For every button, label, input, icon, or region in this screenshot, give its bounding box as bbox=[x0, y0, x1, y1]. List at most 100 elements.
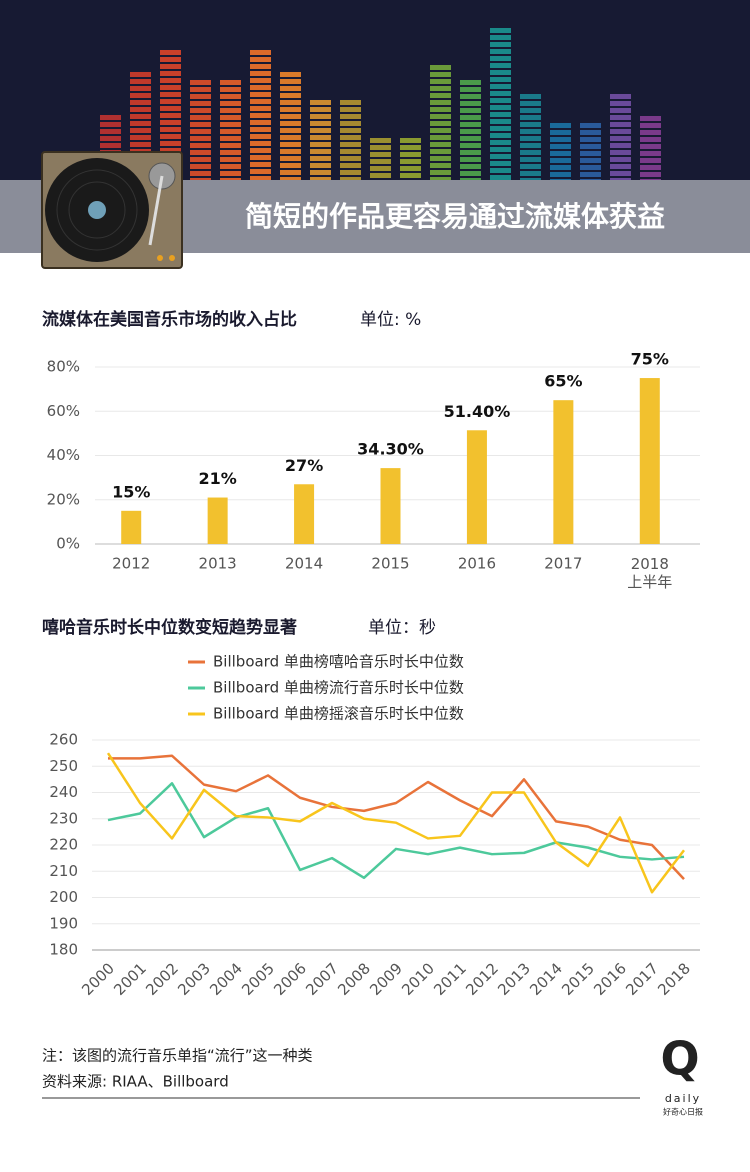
eq-segment bbox=[160, 50, 181, 55]
eq-segment bbox=[460, 164, 481, 169]
eq-segment bbox=[310, 121, 331, 126]
eq-segment bbox=[460, 157, 481, 162]
eq-segment bbox=[250, 57, 271, 62]
eq-segment bbox=[160, 113, 181, 118]
eq-segment bbox=[490, 147, 511, 152]
eq-segment bbox=[280, 135, 301, 140]
eq-segment bbox=[490, 175, 511, 180]
eq-segment bbox=[160, 71, 181, 76]
eq-segment bbox=[220, 94, 241, 99]
eq-segment bbox=[460, 108, 481, 113]
eq-segment bbox=[160, 148, 181, 153]
x-tick-label: 2003 bbox=[174, 959, 214, 999]
y-tick-label: 220 bbox=[49, 836, 78, 854]
eq-segment bbox=[400, 166, 421, 171]
eq-segment bbox=[490, 98, 511, 103]
eq-segment bbox=[460, 171, 481, 176]
data-label: 51.40% bbox=[444, 402, 511, 421]
eq-segment bbox=[580, 137, 601, 142]
eq-segment bbox=[610, 171, 631, 176]
eq-segment bbox=[160, 134, 181, 139]
eq-segment bbox=[190, 115, 211, 120]
eq-segment bbox=[430, 121, 451, 126]
eq-segment bbox=[370, 145, 391, 150]
eq-segment bbox=[430, 86, 451, 91]
eq-segment bbox=[610, 136, 631, 141]
x-tick-label: 2009 bbox=[366, 959, 406, 999]
eq-segment bbox=[190, 129, 211, 134]
eq-segment bbox=[250, 85, 271, 90]
eq-segment bbox=[520, 171, 541, 176]
eq-segment bbox=[190, 87, 211, 92]
x-tick-label: 2010 bbox=[398, 959, 438, 999]
eq-segment bbox=[130, 79, 151, 84]
eq-segment bbox=[340, 135, 361, 140]
bar bbox=[553, 400, 574, 544]
eq-segment bbox=[160, 106, 181, 111]
eq-segment bbox=[490, 112, 511, 117]
eq-segment bbox=[190, 157, 211, 162]
eq-segment bbox=[580, 151, 601, 156]
eq-segment bbox=[460, 87, 481, 92]
x-tick-label: 2004 bbox=[206, 959, 246, 999]
eq-segment bbox=[490, 42, 511, 47]
eq-segment bbox=[640, 172, 661, 177]
y-tick-label: 0% bbox=[56, 535, 80, 553]
data-label: 65% bbox=[544, 372, 582, 391]
eq-segment bbox=[250, 141, 271, 146]
x-tick-label: 2011 bbox=[430, 959, 470, 999]
eq-segment bbox=[160, 141, 181, 146]
x-tick-label: 2017 bbox=[544, 555, 582, 573]
eq-segment bbox=[220, 80, 241, 85]
eq-segment bbox=[160, 120, 181, 125]
eq-segment bbox=[610, 157, 631, 162]
eq-segment bbox=[520, 108, 541, 113]
eq-segment bbox=[430, 107, 451, 112]
eq-segment bbox=[460, 150, 481, 155]
eq-segment bbox=[220, 171, 241, 176]
eq-segment bbox=[400, 138, 421, 143]
eq-segment bbox=[430, 163, 451, 168]
eq-segment bbox=[100, 115, 121, 120]
eq-segment bbox=[160, 92, 181, 97]
eq-segment bbox=[250, 148, 271, 153]
eq-segment bbox=[310, 149, 331, 154]
eq-segment bbox=[370, 173, 391, 178]
eq-segment bbox=[130, 114, 151, 119]
eq-segment bbox=[220, 150, 241, 155]
eq-segment bbox=[250, 78, 271, 83]
eq-segment bbox=[220, 108, 241, 113]
eq-segment bbox=[280, 79, 301, 84]
bar bbox=[639, 378, 660, 544]
eq-segment bbox=[490, 119, 511, 124]
eq-segment bbox=[250, 99, 271, 104]
eq-segment bbox=[520, 143, 541, 148]
eq-segment bbox=[490, 63, 511, 68]
eq-segment bbox=[250, 64, 271, 69]
eq-segment bbox=[550, 151, 571, 156]
eq-segment bbox=[160, 85, 181, 90]
eq-segment bbox=[490, 91, 511, 96]
page-title: 简短的作品更容易通过流媒体获益 bbox=[245, 200, 665, 233]
series-line bbox=[106, 752, 685, 894]
x-tick-label: 2005 bbox=[238, 959, 278, 999]
eq-segment bbox=[220, 122, 241, 127]
eq-segment bbox=[460, 129, 481, 134]
eq-segment bbox=[430, 79, 451, 84]
eq-segment bbox=[460, 94, 481, 99]
eq-segment bbox=[370, 166, 391, 171]
eq-segment bbox=[490, 154, 511, 159]
eq-segment bbox=[310, 114, 331, 119]
eq-segment bbox=[190, 108, 211, 113]
eq-segment bbox=[460, 122, 481, 127]
eq-segment bbox=[340, 114, 361, 119]
eq-segment bbox=[310, 128, 331, 133]
eq-segment bbox=[310, 107, 331, 112]
x-tick-label: 2013 bbox=[494, 959, 534, 999]
eq-segment bbox=[280, 93, 301, 98]
eq-segment bbox=[370, 159, 391, 164]
eq-segment bbox=[490, 77, 511, 82]
eq-segment bbox=[490, 35, 511, 40]
eq-segment bbox=[460, 143, 481, 148]
series-line bbox=[108, 754, 685, 880]
